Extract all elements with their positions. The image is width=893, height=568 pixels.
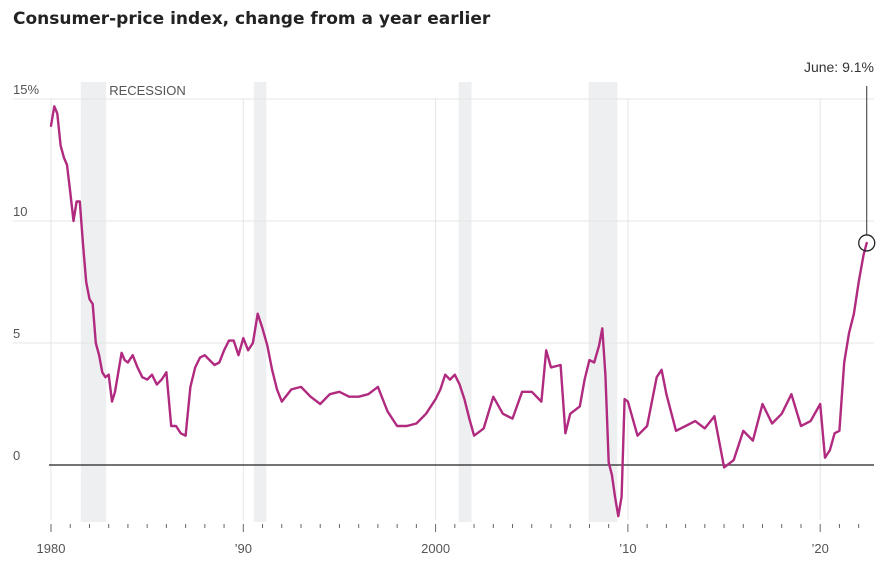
y-tick-label-15: 15% [13,82,39,97]
x-tick-label-2020: ’20 [812,541,829,556]
annotation-label: June: 9.1% [804,59,874,75]
series-layer [49,105,868,518]
y-tick-label-5: 5 [13,326,20,341]
recession-bands: RECESSION [80,82,618,522]
recession-band-4 [588,82,618,522]
recession-band-2 [253,82,267,522]
chart-title: Consumer-price index, change from a year… [13,9,491,29]
recession-band-1 [80,82,107,522]
x-tick-label-1990: ’90 [235,541,252,556]
y-tick-label-10: 10 [13,204,27,219]
cpi-series-line [49,105,868,518]
x-tick-label-2000: 2000 [421,541,450,556]
gridlines [13,98,874,520]
recession-label: RECESSION [109,83,186,98]
recession-band-3 [458,82,472,522]
y-tick-label-0: 0 [13,448,20,463]
axes: 15% 10 5 0 1980 ’90 2000 ’10 ’20 [13,82,874,556]
x-tick-label-1980: 1980 [37,541,66,556]
annotation-layer: June: 9.1% [804,59,876,252]
x-tick-label-2010: ’10 [619,541,636,556]
annotation-marker [858,234,876,252]
